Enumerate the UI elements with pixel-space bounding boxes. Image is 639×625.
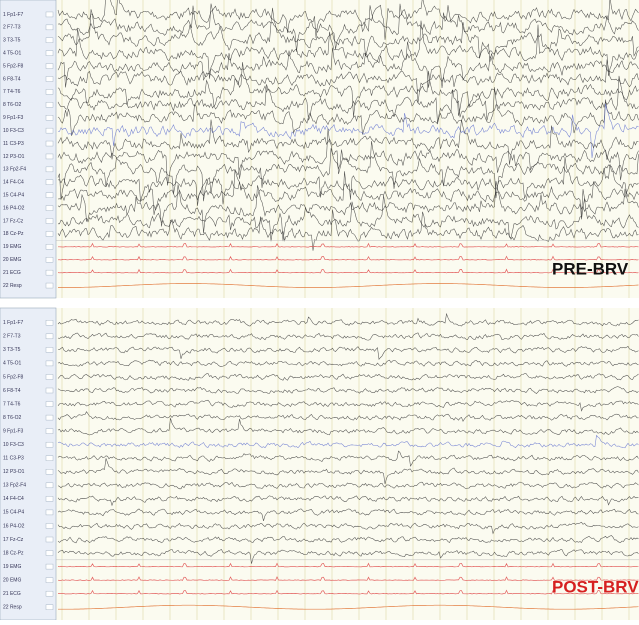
channel-label: 6 F8-T4 (3, 76, 21, 82)
panel-background (0, 0, 639, 298)
channel-label: 4 T5-O1 (3, 51, 21, 57)
channel-label: 20 EMG (3, 257, 21, 263)
channel-label: 14 F4-C4 (3, 180, 24, 186)
channel-label: 14 F4-C4 (3, 496, 24, 502)
channel-button (46, 347, 53, 352)
channel-button (46, 12, 53, 17)
channel-label: 16 P4-O2 (3, 523, 25, 529)
channel-label: 21 ECG (3, 270, 21, 276)
channel-button (46, 231, 53, 236)
channel-label: 15 C4-P4 (3, 510, 24, 516)
channel-button (46, 154, 53, 159)
channel-button (46, 605, 53, 610)
panel-pre (0, 0, 639, 298)
channel-button (46, 193, 53, 198)
channel-button (46, 320, 53, 325)
condition-label: PRE-BRV (552, 259, 629, 278)
label-column (0, 308, 56, 620)
channel-label: 4 T5-O1 (3, 361, 21, 367)
channel-button (46, 374, 53, 379)
channel-label: 10 F3-C3 (3, 128, 24, 134)
channel-button (46, 244, 53, 249)
channel-button (46, 25, 53, 30)
channel-label: 11 C3-P3 (3, 141, 24, 147)
channel-label: 22 Resp (3, 283, 22, 289)
channel-button (46, 219, 53, 224)
channel-button (46, 361, 53, 366)
label-column (0, 0, 56, 298)
panel-background (0, 308, 639, 620)
channel-button (46, 469, 53, 474)
channel-label: 3 T3-T5 (3, 38, 21, 44)
channel-button (46, 270, 53, 275)
channel-label: 22 Resp (3, 605, 22, 611)
panel-post (0, 308, 639, 620)
channel-label: 8 T6-O2 (3, 415, 21, 421)
channel-button (46, 510, 53, 515)
channel-label: 7 T4-T6 (3, 89, 21, 95)
channel-label: 17 Fz-Cz (3, 218, 24, 224)
channel-button (46, 564, 53, 569)
channel-label: 5 Fp2-F8 (3, 63, 24, 69)
channel-button (46, 578, 53, 583)
channel-label: 18 Cz-Pz (3, 550, 24, 556)
channel-button (46, 283, 53, 288)
channel-label: 12 P3-O1 (3, 154, 25, 160)
channel-button (46, 442, 53, 447)
channel-label: 13 Fp2-F4 (3, 483, 26, 489)
channel-button (46, 537, 53, 542)
channel-label: 16 P4-O2 (3, 205, 25, 211)
channel-button (46, 523, 53, 528)
channel-label: 2 F7-T3 (3, 25, 21, 31)
channel-button (46, 38, 53, 43)
channel-button (46, 141, 53, 146)
channel-label: 1 Fp1-F7 (3, 12, 24, 18)
channel-button (46, 167, 53, 172)
channel-button (46, 180, 53, 185)
channel-button (46, 128, 53, 133)
channel-button (46, 89, 53, 94)
channel-label: 15 C4-P4 (3, 193, 24, 199)
channel-button (46, 115, 53, 120)
channel-button (46, 334, 53, 339)
channel-label: 11 C3-P3 (3, 456, 24, 462)
channel-button (46, 483, 53, 488)
channel-label: 13 Fp2-F4 (3, 167, 26, 173)
channel-label: 5 Fp2-F8 (3, 374, 24, 380)
channel-label: 20 EMG (3, 577, 21, 583)
channel-label: 1 Fp1-F7 (3, 320, 24, 326)
channel-label: 18 Cz-Pz (3, 231, 24, 237)
channel-label: 8 T6-O2 (3, 102, 21, 108)
channel-button (46, 402, 53, 407)
channel-button (46, 388, 53, 393)
channel-label: 3 T3-T5 (3, 347, 21, 353)
channel-button (46, 64, 53, 69)
channel-button (46, 102, 53, 107)
channel-label: 9 Fp1-F3 (3, 428, 24, 434)
channel-label: 7 T4-T6 (3, 401, 21, 407)
condition-label: POST-BRV (552, 577, 639, 596)
channel-button (46, 456, 53, 461)
channel-label: 17 Fz-Cz (3, 537, 24, 543)
channel-button (46, 415, 53, 420)
channel-label: 6 F8-T4 (3, 388, 21, 394)
channel-button (46, 257, 53, 262)
channel-button (46, 496, 53, 501)
channel-label: 2 F7-T3 (3, 334, 21, 340)
channel-label: 19 EMG (3, 564, 21, 570)
channel-label: 10 F3-C3 (3, 442, 24, 448)
channel-label: 21 ECG (3, 591, 21, 597)
channel-button (46, 551, 53, 556)
channel-label: 9 Fp1-F3 (3, 115, 24, 121)
channel-button (46, 591, 53, 596)
channel-button (46, 206, 53, 211)
channel-label: 19 EMG (3, 244, 21, 250)
channel-button (46, 77, 53, 82)
channel-button (46, 429, 53, 434)
channel-button (46, 51, 53, 56)
channel-label: 12 P3-O1 (3, 469, 25, 475)
